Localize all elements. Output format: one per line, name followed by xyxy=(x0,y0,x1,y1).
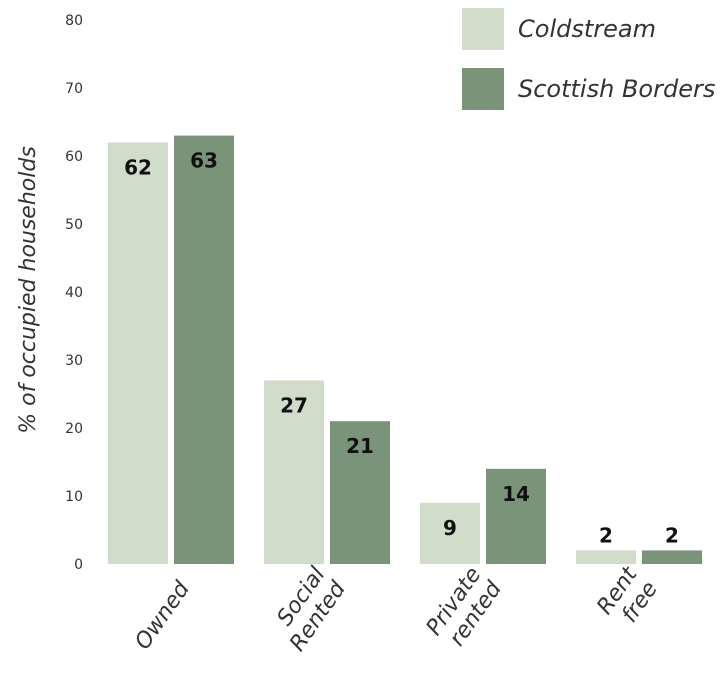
bar xyxy=(576,550,636,564)
legend-swatch xyxy=(462,68,504,110)
bar xyxy=(642,550,702,564)
bar xyxy=(174,135,234,564)
y-tick-label: 20 xyxy=(65,421,83,437)
data-label: 21 xyxy=(346,434,374,458)
data-label: 2 xyxy=(599,523,613,547)
y-tick-label: 30 xyxy=(65,353,83,369)
y-tick-label: 40 xyxy=(65,285,83,301)
data-label: 14 xyxy=(502,482,530,506)
x-category-label: Rentfree xyxy=(592,562,663,634)
data-label: 9 xyxy=(443,516,457,540)
x-axis-categories: Owned SocialRented Privaterented Rentfree xyxy=(130,562,663,656)
y-tick-label: 70 xyxy=(65,81,83,97)
legend-label: Coldstream xyxy=(518,15,656,43)
data-label: 62 xyxy=(124,155,152,179)
data-label: 2 xyxy=(665,523,679,547)
y-tick-label: 0 xyxy=(74,557,83,573)
bar xyxy=(264,380,324,564)
x-category-label: Privaterented xyxy=(422,562,508,655)
x-category-label: Owned xyxy=(130,576,195,654)
y-tick-label: 50 xyxy=(65,217,83,233)
bar xyxy=(330,421,390,564)
y-axis-label: % of occupied households xyxy=(16,146,41,434)
legend: Coldstream Scottish Borders xyxy=(462,8,715,110)
legend-swatch xyxy=(462,8,504,50)
bar xyxy=(486,468,546,564)
legend-label: Scottish Borders xyxy=(518,75,715,103)
y-axis: 0 10 20 30 40 50 60 70 80 xyxy=(65,13,83,573)
data-label: 63 xyxy=(190,149,218,173)
data-label: 27 xyxy=(280,393,308,417)
bar xyxy=(108,142,168,564)
y-tick-label: 10 xyxy=(65,489,83,505)
y-tick-label: 80 xyxy=(65,13,83,29)
x-category-label: SocialRented xyxy=(265,562,352,656)
y-tick-label: 60 xyxy=(65,149,83,165)
bars xyxy=(108,135,702,564)
data-labels: 62 63 27 21 9 14 2 2 xyxy=(124,149,679,548)
bar xyxy=(420,502,480,564)
